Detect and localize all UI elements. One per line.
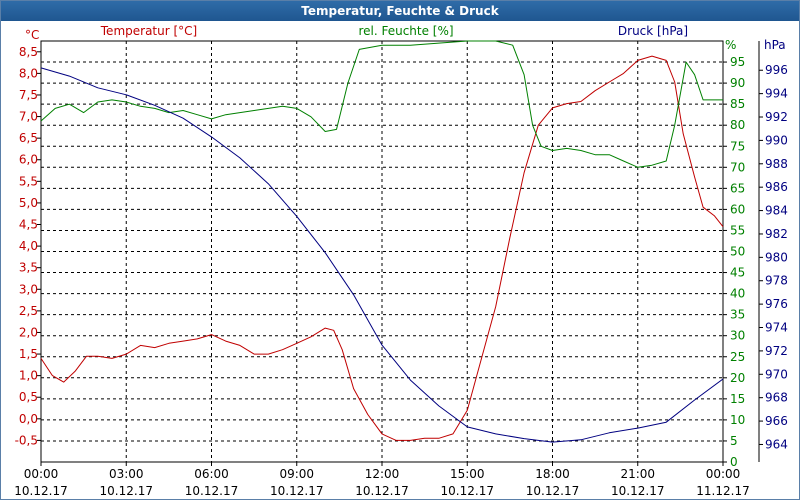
x-tick-date: 11.12.17: [696, 484, 749, 498]
pressure-tick-label: 966: [765, 414, 788, 428]
temperature-tick-label: 0,5: [19, 390, 38, 404]
x-tick-date: 10.12.17: [270, 484, 323, 498]
pressure-unit-label: hPa: [764, 38, 786, 52]
x-tick-time: 00:00: [24, 467, 59, 481]
pressure-tick-label: 980: [765, 250, 788, 264]
temperature-tick-label: 5,5: [19, 174, 38, 188]
humidity-tick-label: 30: [730, 329, 745, 343]
pressure-tick-label: 994: [765, 87, 788, 101]
grid-lines: [41, 41, 723, 462]
pressure-tick-label: 982: [765, 227, 788, 241]
x-tick-date: 10.12.17: [441, 484, 494, 498]
humidity-unit-label: %: [725, 38, 736, 52]
temperature-tick-label: 8,5: [19, 45, 38, 59]
humidity-tick-label: 90: [730, 76, 745, 90]
x-tick-date: 10.12.17: [355, 484, 408, 498]
temperature-unit-label: °C: [25, 28, 39, 42]
temperature-tick-label: 1,5: [19, 347, 38, 361]
pressure-tick-label: 964: [765, 437, 788, 451]
temperature-tick-label: 3,5: [19, 261, 38, 275]
pressure-tick-label: 992: [765, 110, 788, 124]
humidity-tick-label: 60: [730, 202, 745, 216]
humidity-series-name: rel. Feuchte [%]: [358, 24, 453, 38]
humidity-tick-label: 0: [730, 455, 738, 469]
pressure-tick-label: 986: [765, 180, 788, 194]
humidity-tick-label: 85: [730, 97, 745, 111]
x-tick-date: 10.12.17: [611, 484, 664, 498]
humidity-tick-label: 20: [730, 371, 745, 385]
temperature-tick-label: 4,0: [19, 239, 38, 253]
temperature-tick-label: 8,0: [19, 66, 38, 80]
chart-canvas: 00:00 10.12.17 03:00 10.12.17 06:00 10.12.17 0…: [14, 24, 788, 498]
pressure-tick-label: 972: [765, 344, 788, 358]
x-tick-time: 15:00: [450, 467, 485, 481]
humidity-tick-label: 40: [730, 287, 745, 301]
humidity-tick-label: 55: [730, 223, 745, 237]
humidity-tick-label: 65: [730, 181, 745, 195]
temperature-tick-label: 0,0: [19, 412, 38, 426]
temperature-tick-label: 2,0: [19, 325, 38, 339]
humidity-tick-label: 50: [730, 245, 745, 259]
pressure-tick-label: 976: [765, 297, 788, 311]
humidity-tick-label: 10: [730, 413, 745, 427]
temperature-tick-label: 3,0: [19, 282, 38, 296]
temperature-tick-label: 6,5: [19, 131, 38, 145]
plot-border: [40, 40, 724, 463]
x-tick-date: 10.12.17: [14, 484, 67, 498]
chart-title: Temperatur, Feuchte & Druck: [1, 1, 799, 21]
x-tick-time: 09:00: [279, 467, 314, 481]
humidity-tick-label: 25: [730, 350, 745, 364]
temperature-series-name: Temperatur [°C]: [100, 24, 197, 38]
x-tick-time: 03:00: [109, 467, 144, 481]
x-tick-date: 10.12.17: [185, 484, 238, 498]
pressure-tick-label: 974: [765, 321, 788, 335]
temperature-tick-label: 7,0: [19, 110, 38, 124]
pressure-tick-label: 990: [765, 133, 788, 147]
temperature-tick-label: 6,0: [19, 153, 38, 167]
pressure-tick-label: 984: [765, 204, 788, 218]
pressure-series-line: [40, 67, 724, 443]
x-tick-date: 10.12.17: [526, 484, 579, 498]
humidity-tick-label: 15: [730, 392, 745, 406]
x-tick-time: 00:00: [706, 467, 741, 481]
humidity-tick-label: 5: [730, 434, 738, 448]
humidity-tick-label: 95: [730, 55, 745, 69]
x-tick-time: 21:00: [620, 467, 655, 481]
temperature-tick-label: -0,5: [15, 433, 38, 447]
axes: [37, 40, 763, 466]
temperature-tick-label: 1,0: [19, 369, 38, 383]
humidity-tick-label: 80: [730, 118, 745, 132]
humidity-tick-label: 75: [730, 139, 745, 153]
temperature-tick-label: 7,5: [19, 88, 38, 102]
temperature-series-line: [40, 55, 724, 441]
humidity-tick-label: 35: [730, 308, 745, 322]
x-tick-time: 06:00: [194, 467, 229, 481]
x-tick-time: 18:00: [535, 467, 570, 481]
pressure-tick-label: 968: [765, 391, 788, 405]
x-tick-date: 10.12.17: [100, 484, 153, 498]
pressure-tick-label: 970: [765, 367, 788, 381]
series-lines: [40, 40, 724, 443]
humidity-tick-label: 70: [730, 160, 745, 174]
pressure-series-name: Druck [hPa]: [618, 24, 688, 38]
pressure-tick-label: 978: [765, 274, 788, 288]
x-tick-time: 12:00: [365, 467, 400, 481]
temperature-tick-label: 4,5: [19, 218, 38, 232]
pressure-tick-label: 988: [765, 157, 788, 171]
humidity-tick-label: 45: [730, 266, 745, 280]
pressure-tick-label: 996: [765, 63, 788, 77]
temperature-tick-label: 5,0: [19, 196, 38, 210]
axis-labels: 00:00 10.12.17 03:00 10.12.17 06:00 10.12.17 0…: [14, 24, 788, 498]
humidity-series-line: [40, 40, 723, 168]
temperature-tick-label: 2,5: [19, 304, 38, 318]
